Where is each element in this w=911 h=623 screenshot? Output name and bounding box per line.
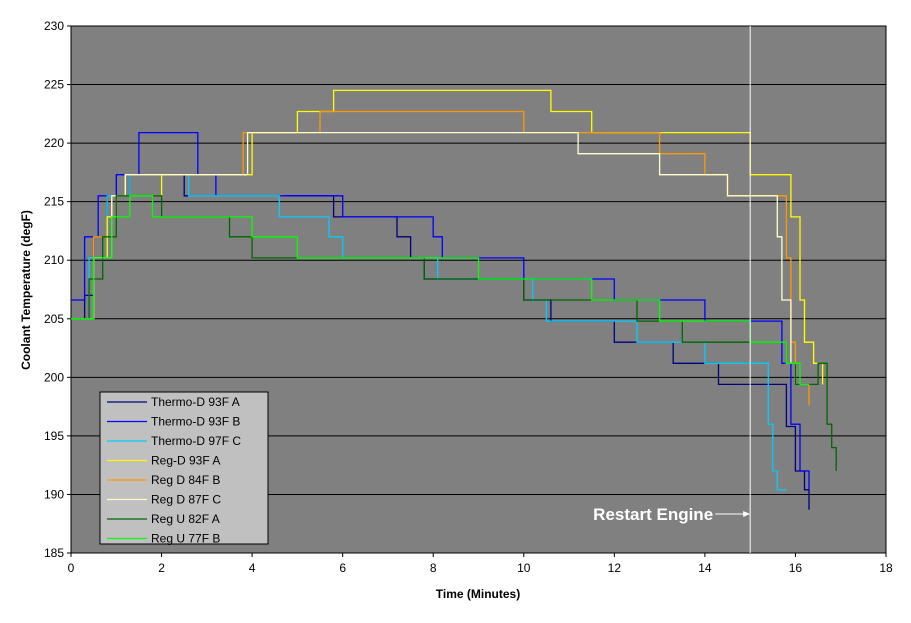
restart-arrowhead <box>743 511 751 517</box>
x-tick-label: 4 <box>249 561 256 575</box>
y-tick-label: 205 <box>44 312 64 326</box>
y-axis-ticks: 185 190 195 200 205 210 215 220 225 230 <box>44 19 71 560</box>
y-tick-label: 230 <box>44 19 64 33</box>
x-axis-title: Time (Minutes) <box>436 587 520 601</box>
x-axis-ticks: 0 2 4 6 8 10 12 14 16 18 <box>68 553 893 575</box>
y-tick-label: 220 <box>44 136 64 150</box>
y-tick-label: 215 <box>44 195 64 209</box>
legend-label: Reg D 84F B <box>151 473 220 487</box>
y-tick-label: 195 <box>44 429 64 443</box>
annotation-layer: Restart Engine <box>593 26 751 553</box>
y-axis-title: Coolant Temperature (degF) <box>19 210 33 370</box>
y-tick-label: 210 <box>44 253 64 267</box>
legend: Thermo-D 93F A Thermo-D 93F B Thermo-D 97F… <box>99 391 269 546</box>
y-tick-label: 185 <box>44 546 64 560</box>
legend-label: Reg D 87F C <box>151 493 221 507</box>
legend-label: Reg-D 93F A <box>151 454 220 468</box>
x-tick-label: 16 <box>789 561 803 575</box>
x-tick-label: 8 <box>430 561 437 575</box>
x-tick-label: 2 <box>158 561 165 575</box>
legend-label: Thermo-D 93F A <box>151 395 240 409</box>
legend-label: Reg U 82F A <box>151 512 220 526</box>
series-layer <box>71 89 837 510</box>
y-tick-label: 190 <box>44 487 64 501</box>
x-tick-label: 0 <box>68 561 75 575</box>
legend-label: Thermo-D 97F C <box>151 434 241 448</box>
legend-label: Thermo-D 93F B <box>151 415 240 429</box>
restart-annotation: Restart Engine <box>593 505 713 524</box>
x-tick-label: 12 <box>608 561 622 575</box>
legend-label: Reg U 77F B <box>151 532 220 546</box>
y-tick-label: 225 <box>44 78 64 92</box>
y-tick-label: 200 <box>44 370 64 384</box>
x-tick-label: 14 <box>698 561 712 575</box>
series-line-8 <box>71 195 809 386</box>
x-tick-label: 10 <box>517 561 531 575</box>
x-tick-label: 18 <box>879 561 893 575</box>
x-tick-label: 6 <box>339 561 346 575</box>
